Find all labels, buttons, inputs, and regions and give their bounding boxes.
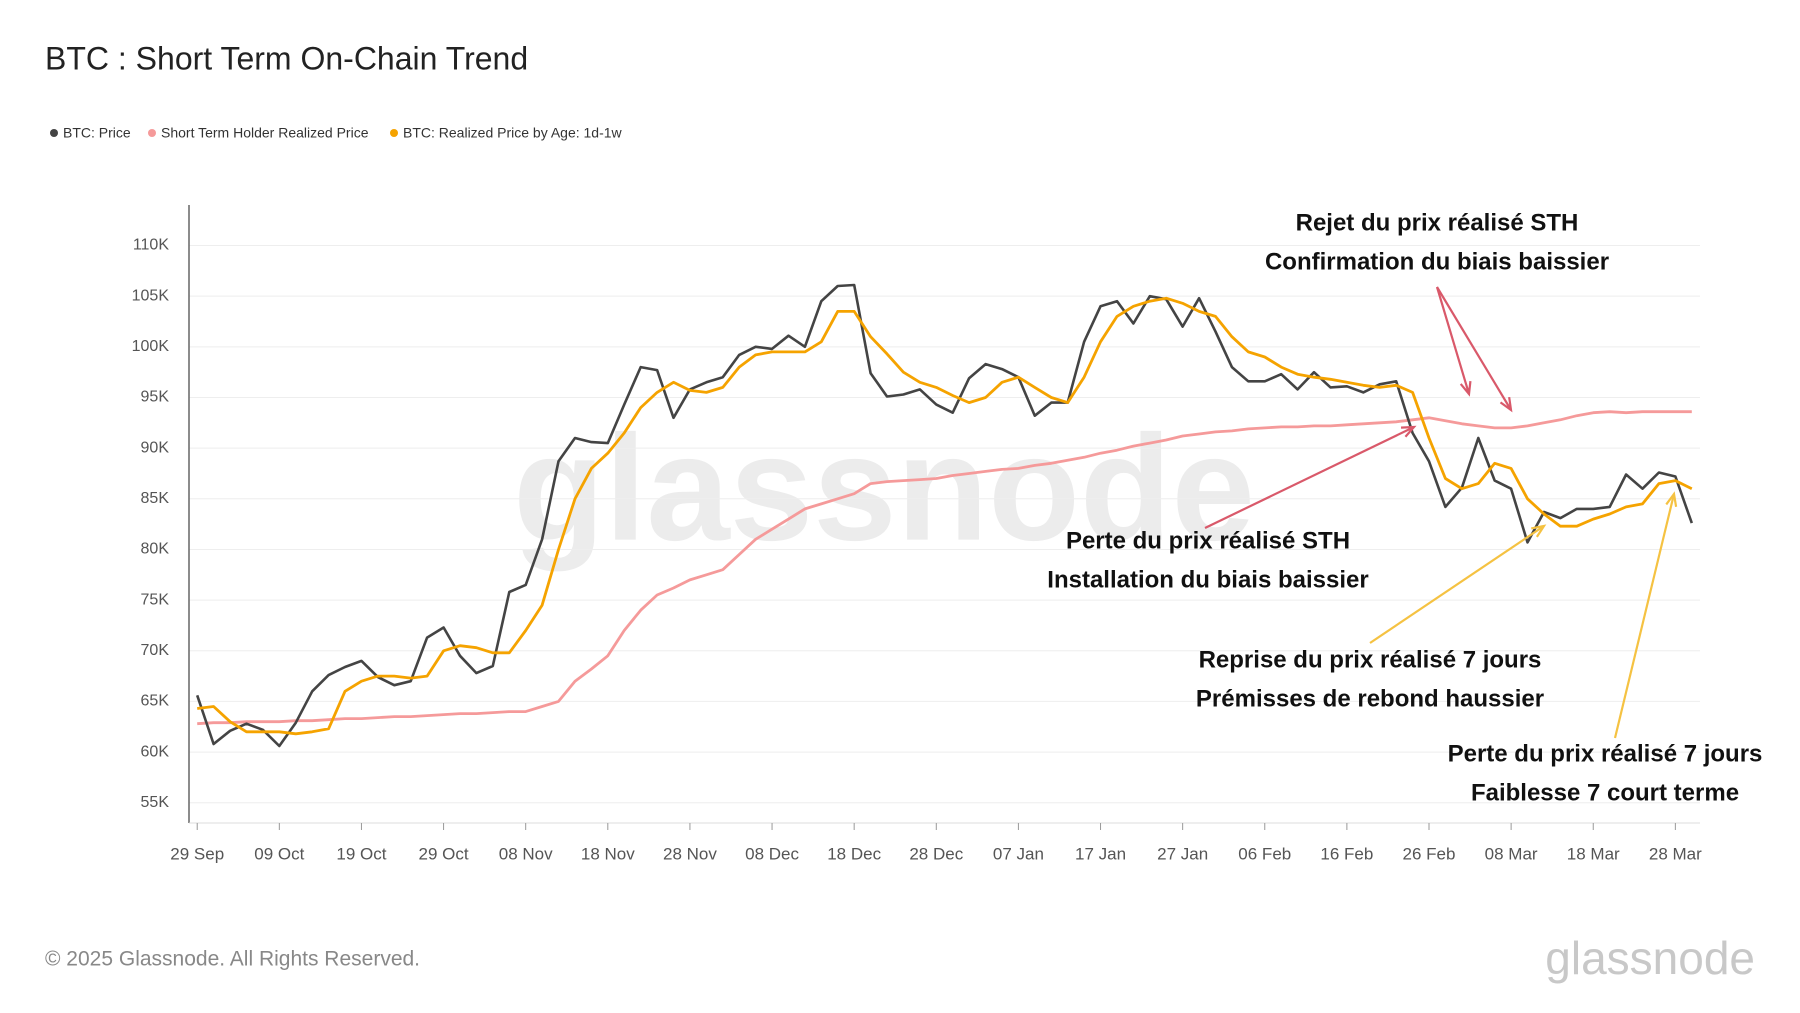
y-tick-label: 85K [141, 490, 170, 507]
x-tick-label: 09 Oct [254, 844, 304, 863]
legend-marker [390, 129, 398, 137]
annotation-text: Prémisses de rebond haussier [1196, 685, 1544, 712]
x-tick-label: 08 Mar [1485, 844, 1538, 863]
legend-label: BTC: Realized Price by Age: 1d-1w [403, 125, 623, 141]
annotation-arrow [1613, 493, 1676, 739]
x-tick-label: 29 Oct [419, 844, 469, 863]
x-tick-label: 07 Jan [993, 844, 1044, 863]
annotation-arrow [1435, 286, 1471, 395]
x-tick-label: 18 Mar [1567, 844, 1620, 863]
watermark: glassnode [513, 404, 1255, 572]
y-tick-label: 60K [141, 743, 170, 760]
y-tick-label: 105K [132, 287, 170, 304]
legend-marker [50, 129, 58, 137]
annotation-text: Confirmation du biais baissier [1265, 248, 1609, 275]
x-tick-label: 08 Dec [745, 844, 799, 863]
legend-label: BTC: Price [63, 125, 131, 141]
x-tick-label: 17 Jan [1075, 844, 1126, 863]
series-line [197, 410, 1692, 726]
legend-marker [148, 129, 156, 137]
arrow-head [1459, 380, 1472, 397]
annotation-text: Installation du biais baissier [1047, 566, 1368, 593]
arrow-head [1665, 491, 1678, 508]
annotation-text: Perte du prix réalisé STH [1066, 527, 1350, 554]
y-tick-label: 110K [133, 237, 170, 254]
series-line [195, 283, 1694, 748]
x-tick-label: 28 Dec [909, 844, 963, 863]
annotation-text: Faiblesse 7 court terme [1471, 779, 1739, 806]
legend-label: Short Term Holder Realized Price [161, 125, 369, 141]
y-tick-label: 80K [141, 541, 170, 558]
logo: glassnode [1545, 932, 1755, 984]
y-tick-label: 70K [141, 642, 170, 659]
x-tick-label: 29 Sep [170, 844, 224, 863]
annotation-arrow [1436, 286, 1512, 411]
chart-title: BTC : Short Term On-Chain Trend [45, 40, 528, 76]
x-tick-label: 16 Feb [1320, 844, 1373, 863]
x-tick-label: 08 Nov [499, 844, 553, 863]
annotation-arrow [1369, 525, 1545, 644]
y-tick-label: 75K [141, 591, 170, 608]
x-tick-label: 06 Feb [1238, 844, 1291, 863]
x-tick-label: 19 Oct [336, 844, 386, 863]
y-tick-label: 55K [141, 794, 170, 811]
arrow-head [1499, 396, 1513, 413]
x-tick-label: 18 Dec [827, 844, 881, 863]
arrow-head [1531, 524, 1547, 538]
annotation-text: Perte du prix réalisé 7 jours [1448, 740, 1763, 767]
y-tick-label: 65K [141, 693, 170, 710]
footer: © 2025 Glassnode. All Rights Reserved. [45, 948, 420, 971]
series-line [197, 296, 1693, 736]
annotation-text: Rejet du prix réalisé STH [1296, 209, 1579, 236]
x-tick-label: 28 Nov [663, 844, 717, 863]
x-tick-label: 26 Feb [1403, 844, 1456, 863]
y-tick-label: 90K [141, 439, 170, 456]
y-tick-label: 95K [141, 389, 170, 406]
x-tick-label: 28 Mar [1649, 844, 1702, 863]
x-tick-label: 18 Nov [581, 844, 635, 863]
annotation-arrow [1204, 426, 1415, 529]
y-tick-label: 100K [132, 338, 170, 355]
annotation-text: Reprise du prix réalisé 7 jours [1199, 646, 1542, 673]
x-tick-label: 27 Jan [1157, 844, 1208, 863]
arrow-head [1400, 425, 1417, 438]
